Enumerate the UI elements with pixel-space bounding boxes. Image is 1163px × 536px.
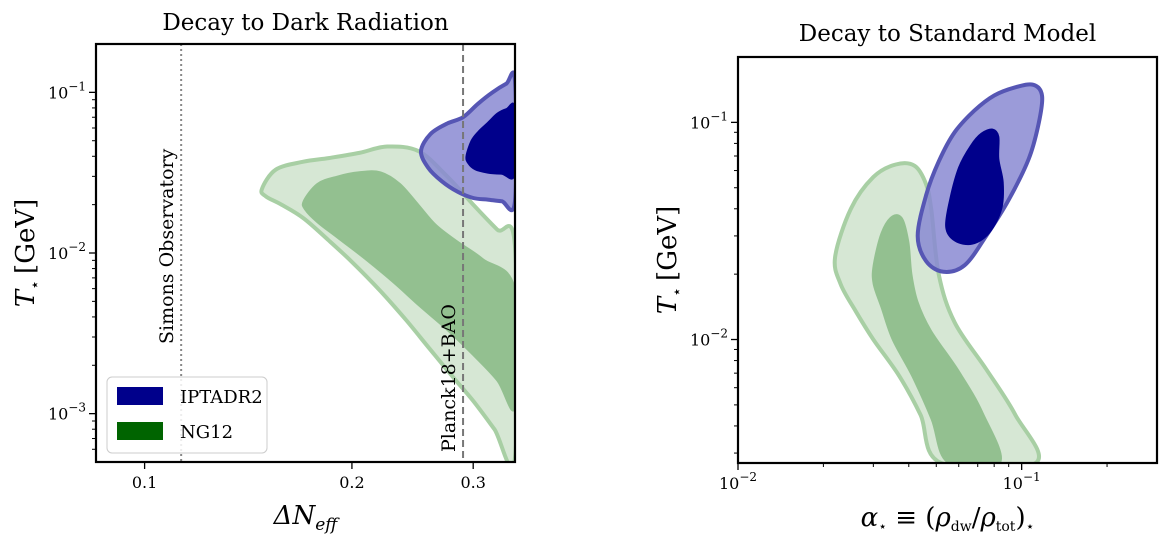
y-tick-label: 10−1 bbox=[48, 79, 86, 102]
legend: IPTADR2 NG12 bbox=[106, 376, 268, 454]
chart-title: Decay to Dark Radiation bbox=[162, 10, 449, 36]
y-tick-label: 10−2 bbox=[690, 327, 728, 350]
contour-ng12-68 bbox=[301, 170, 515, 412]
contour-iptadr2-68 bbox=[465, 102, 515, 180]
y-tick-label: 10−1 bbox=[690, 109, 728, 132]
y-axis-label: T⋆[GeV] bbox=[653, 206, 686, 315]
x-tick-label: 10−1 bbox=[1003, 470, 1041, 493]
reference-lines bbox=[180, 44, 465, 462]
plot-frame bbox=[736, 55, 1159, 465]
x-tick-label: 0.2 bbox=[339, 473, 364, 492]
contour-regions bbox=[259, 70, 515, 462]
x-tick-label: 0.1 bbox=[132, 473, 157, 492]
contour-regions bbox=[832, 82, 1045, 463]
x-axis-label: α⋆ ≡ (ρdw/ρtot)⋆ bbox=[861, 503, 1035, 535]
legend-swatch-ng12 bbox=[117, 422, 163, 440]
y-tick-label: 10−3 bbox=[48, 401, 86, 424]
legend-label-iptadr2: IPTADR2 bbox=[180, 387, 263, 408]
legend-swatch-iptadr2 bbox=[117, 387, 163, 405]
chart-title: Decay to Standard Model bbox=[799, 21, 1096, 47]
contour-iptadr2-68 bbox=[945, 128, 1005, 246]
panel-dark-radiation: 10−3 10−2 10−1 0.1 0.2 0.3 Simons Observatory… bbox=[11, 10, 517, 535]
contour-ng12-68 bbox=[871, 214, 1003, 463]
planck-bao-label: Planck18+BAO bbox=[438, 304, 460, 452]
x-tick-label: 10−2 bbox=[719, 470, 757, 493]
reference-line-labels: Simons Observatory Planck18+BAO bbox=[156, 148, 460, 452]
y-axis-label: T⋆[GeV] bbox=[11, 199, 44, 308]
panel-standard-model: 10−2 10−1 10−2 10−1 Decay to Standard Model… bbox=[653, 21, 1159, 535]
x-axis-label: ΔNeff bbox=[273, 501, 341, 535]
axis-ticks: 10−3 10−2 10−1 0.1 0.2 0.3 bbox=[48, 79, 486, 492]
x-tick-label: 0.3 bbox=[460, 473, 485, 492]
legend-label-ng12: NG12 bbox=[180, 422, 233, 443]
axis-ticks: 10−2 10−1 10−2 10−1 bbox=[690, 109, 1108, 493]
contour-iptadr2-95 bbox=[419, 70, 515, 213]
simons-observatory-label: Simons Observatory bbox=[156, 148, 178, 344]
y-tick-label: 10−2 bbox=[48, 240, 86, 263]
